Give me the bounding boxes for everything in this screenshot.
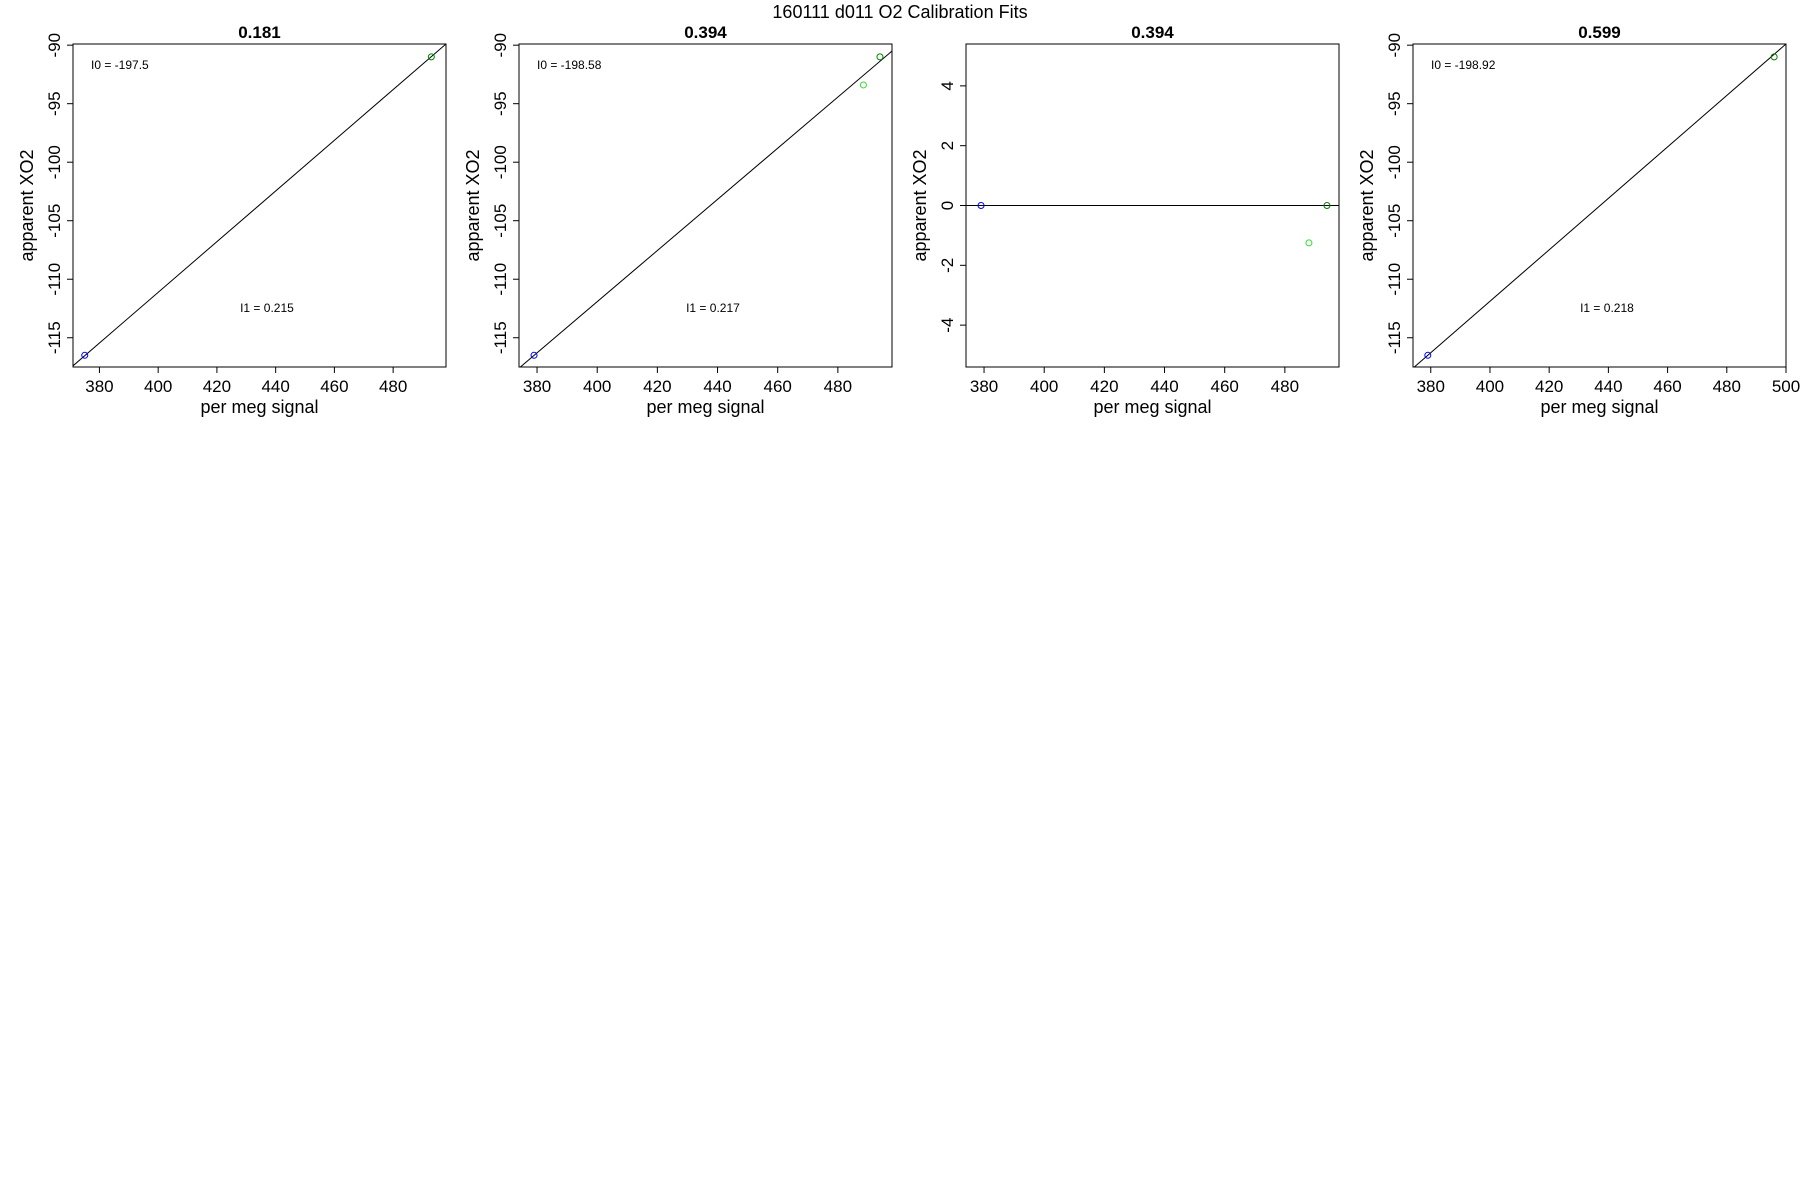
x-tick-label: 380 (85, 377, 113, 396)
chart-panel-3: 0.394 380 400 420 440 460 480 -4 -2 0 2 4 per meg si… (910, 23, 1340, 417)
y-tick-label: -105 (1385, 204, 1404, 238)
x-tick-label: 400 (1030, 377, 1058, 396)
data-point (1424, 351, 1432, 359)
y-tick-label: -90 (1385, 33, 1404, 58)
data-layer (73, 44, 446, 367)
y-tick-label: 2 (938, 141, 957, 150)
x-tick-label: 500 (1772, 377, 1800, 396)
x-tick-label: 420 (643, 377, 671, 396)
chart-panel-2: 0.394 380 400 420 440 460 480 -115 -110 -105 -100 -… (463, 23, 893, 417)
x-tick-label: 480 (379, 377, 407, 396)
fit-line (73, 44, 446, 367)
x-tick-label: 420 (1090, 377, 1118, 396)
x-axis-label: per meg signal (1093, 397, 1211, 417)
data-layer (1413, 44, 1786, 367)
y-tick-label: -105 (491, 204, 510, 238)
panel-title: 0.394 (684, 23, 727, 42)
x-tick-label: 480 (1271, 377, 1299, 396)
data-layer (519, 50, 892, 367)
y-tick-label: -100 (1385, 145, 1404, 179)
x-tick-label: 460 (320, 377, 348, 396)
chart-panel-4: 0.599 380 400 420 440 460 480 500 -115 -110 -105 -1… (1357, 23, 1800, 417)
y-tick-label: -95 (1385, 91, 1404, 116)
y-tick-label: -95 (491, 91, 510, 116)
y-tick-label: -105 (45, 204, 64, 238)
y-tick-label: -90 (491, 33, 510, 58)
data-point (1305, 239, 1313, 247)
data-point (1770, 53, 1778, 61)
data-point (427, 53, 435, 61)
y-axis-label: apparent XO2 (1357, 149, 1377, 261)
x-tick-label: 440 (261, 377, 289, 396)
x-tick-label: 420 (1535, 377, 1563, 396)
y-tick-label: -115 (491, 321, 510, 354)
data-point (1323, 202, 1331, 209)
x-tick-label: 440 (1150, 377, 1178, 396)
y-tick-label: -100 (45, 145, 64, 179)
fit-annotation: I1 = 0.217 (686, 301, 740, 315)
y-tick-label: -90 (45, 33, 64, 58)
x-axis-label: per meg signal (1540, 397, 1658, 417)
y-tick-label: -115 (1385, 321, 1404, 354)
x-tick-label: 440 (1594, 377, 1622, 396)
x-axis-label: per meg signal (200, 397, 318, 417)
figure-title: 160111 d011 O2 Calibration Fits (772, 2, 1027, 22)
y-tick-label: -2 (938, 258, 957, 273)
y-tick-label: -110 (491, 263, 510, 296)
x-tick-label: 420 (203, 377, 231, 396)
x-tick-label: 480 (1713, 377, 1741, 396)
y-axis-label: apparent XO2 (463, 149, 483, 261)
x-tick-label: 440 (703, 377, 731, 396)
data-point (977, 202, 985, 209)
data-point (876, 53, 884, 61)
fit-annotation: I0 = -198.58 (537, 58, 602, 72)
x-tick-label: 380 (1417, 377, 1445, 396)
data-point (530, 351, 538, 359)
x-tick-label: 460 (1211, 377, 1239, 396)
y-tick-label: 4 (938, 81, 957, 90)
data-point (859, 81, 867, 89)
x-tick-label: 400 (1476, 377, 1504, 396)
x-tick-label: 460 (764, 377, 792, 396)
y-tick-label: -4 (938, 318, 957, 333)
fit-annotation: I0 = -198.92 (1431, 58, 1496, 72)
x-tick-label: 380 (970, 377, 998, 396)
y-tick-label: -110 (45, 263, 64, 296)
x-tick-label: 400 (583, 377, 611, 396)
panel-title: 0.599 (1578, 23, 1621, 42)
panel-title: 0.394 (1131, 23, 1174, 42)
plot-frame (518, 43, 893, 368)
panel-title: 0.181 (238, 23, 281, 42)
chart-panel-1: 0.181 380 400 420 440 460 480 -115 -110 -105 -100 -… (17, 23, 447, 417)
y-axis-label: apparent XO2 (910, 149, 930, 261)
data-layer (966, 202, 1339, 247)
fit-annotation: I0 = -197.5 (91, 58, 149, 72)
y-tick-label: -115 (45, 321, 64, 354)
y-axis-label: apparent XO2 (17, 149, 37, 261)
x-tick-label: 460 (1653, 377, 1681, 396)
x-tick-label: 400 (144, 377, 172, 396)
fit-annotation: I1 = 0.218 (1580, 301, 1634, 315)
data-point (81, 351, 89, 359)
fit-annotation: I1 = 0.215 (240, 301, 294, 315)
x-tick-label: 380 (523, 377, 551, 396)
y-tick-label: -110 (1385, 263, 1404, 296)
y-tick-label: 0 (938, 201, 957, 210)
y-tick-label: -100 (491, 145, 510, 179)
x-tick-label: 480 (824, 377, 852, 396)
y-tick-label: -95 (45, 91, 64, 116)
fit-line (1413, 44, 1786, 367)
x-axis-label: per meg signal (646, 397, 764, 417)
fit-line (519, 50, 892, 367)
